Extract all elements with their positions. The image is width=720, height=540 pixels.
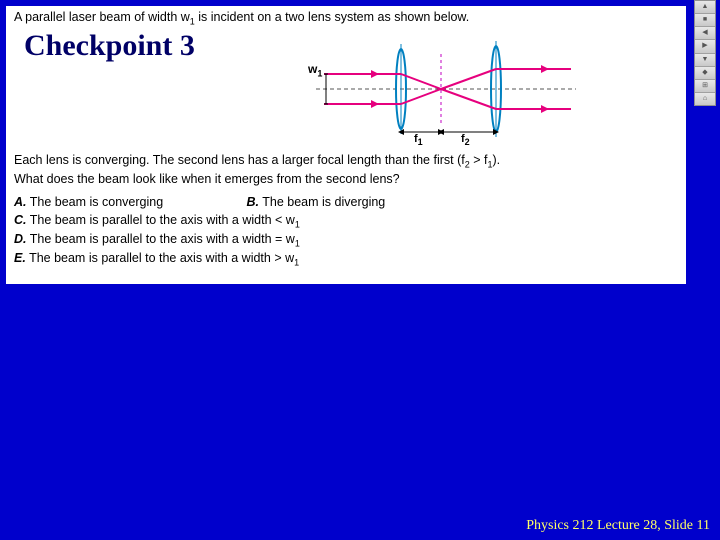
footer-course: Physics 212 Lecture 28, Slide	[526, 518, 696, 533]
intro-line: A parallel laser beam of width w1 is inc…	[14, 10, 678, 27]
f1-label: f1	[414, 133, 423, 147]
option-c-text: The beam is parallel to the axis with a …	[30, 213, 300, 227]
option-d-text: The beam is parallel to the axis with a …	[30, 232, 300, 246]
slide-footer: Physics 212 Lecture 28, Slide 11	[526, 518, 710, 534]
optics-diagram: w1 f1 f2	[316, 34, 576, 144]
ctrl-up-button[interactable]: ▲	[695, 1, 715, 14]
option-b-label: B.	[247, 195, 260, 209]
answer-options: A. The beam is converging B. The beam is…	[14, 194, 385, 269]
option-d-label: D.	[14, 232, 27, 246]
option-a-text: The beam is converging	[30, 195, 163, 209]
option-row-c: C. The beam is parallel to the axis with…	[14, 212, 385, 231]
w1-label: w1	[308, 62, 322, 78]
question-body: Each lens is converging. The second lens…	[14, 152, 500, 188]
intro-pre: A parallel laser beam of width w	[14, 10, 190, 24]
option-e-label: E.	[14, 251, 26, 265]
ctrl-down-button[interactable]: ▼	[695, 54, 715, 67]
option-row-ab: A. The beam is converging B. The beam is…	[14, 194, 385, 212]
ctrl-misc1-button[interactable]: ◆	[695, 67, 715, 80]
option-row-e: E. The beam is parallel to the axis with…	[14, 250, 385, 269]
ctrl-misc2-button[interactable]: ⊞	[695, 80, 715, 93]
footer-slide-num: 11	[697, 518, 710, 533]
option-e-text: The beam is parallel to the axis with a …	[29, 251, 299, 265]
ctrl-next-button[interactable]: ▶	[695, 40, 715, 53]
option-b-text: The beam is diverging	[262, 195, 385, 209]
ctrl-home-button[interactable]: ⌂	[695, 93, 715, 105]
content-panel: A parallel laser beam of width w1 is inc…	[6, 6, 686, 284]
ctrl-stop-button[interactable]: ■	[695, 14, 715, 27]
option-a-label: A.	[14, 195, 27, 209]
option-c-label: C.	[14, 213, 27, 227]
ctrl-prev-button[interactable]: ◀	[695, 27, 715, 40]
option-row-d: D. The beam is parallel to the axis with…	[14, 231, 385, 250]
f2-label: f2	[461, 133, 470, 147]
intro-post: is incident on a two lens system as show…	[195, 10, 469, 24]
control-strip: ▲ ■ ◀ ▶ ▼ ◆ ⊞ ⌂	[694, 0, 716, 106]
